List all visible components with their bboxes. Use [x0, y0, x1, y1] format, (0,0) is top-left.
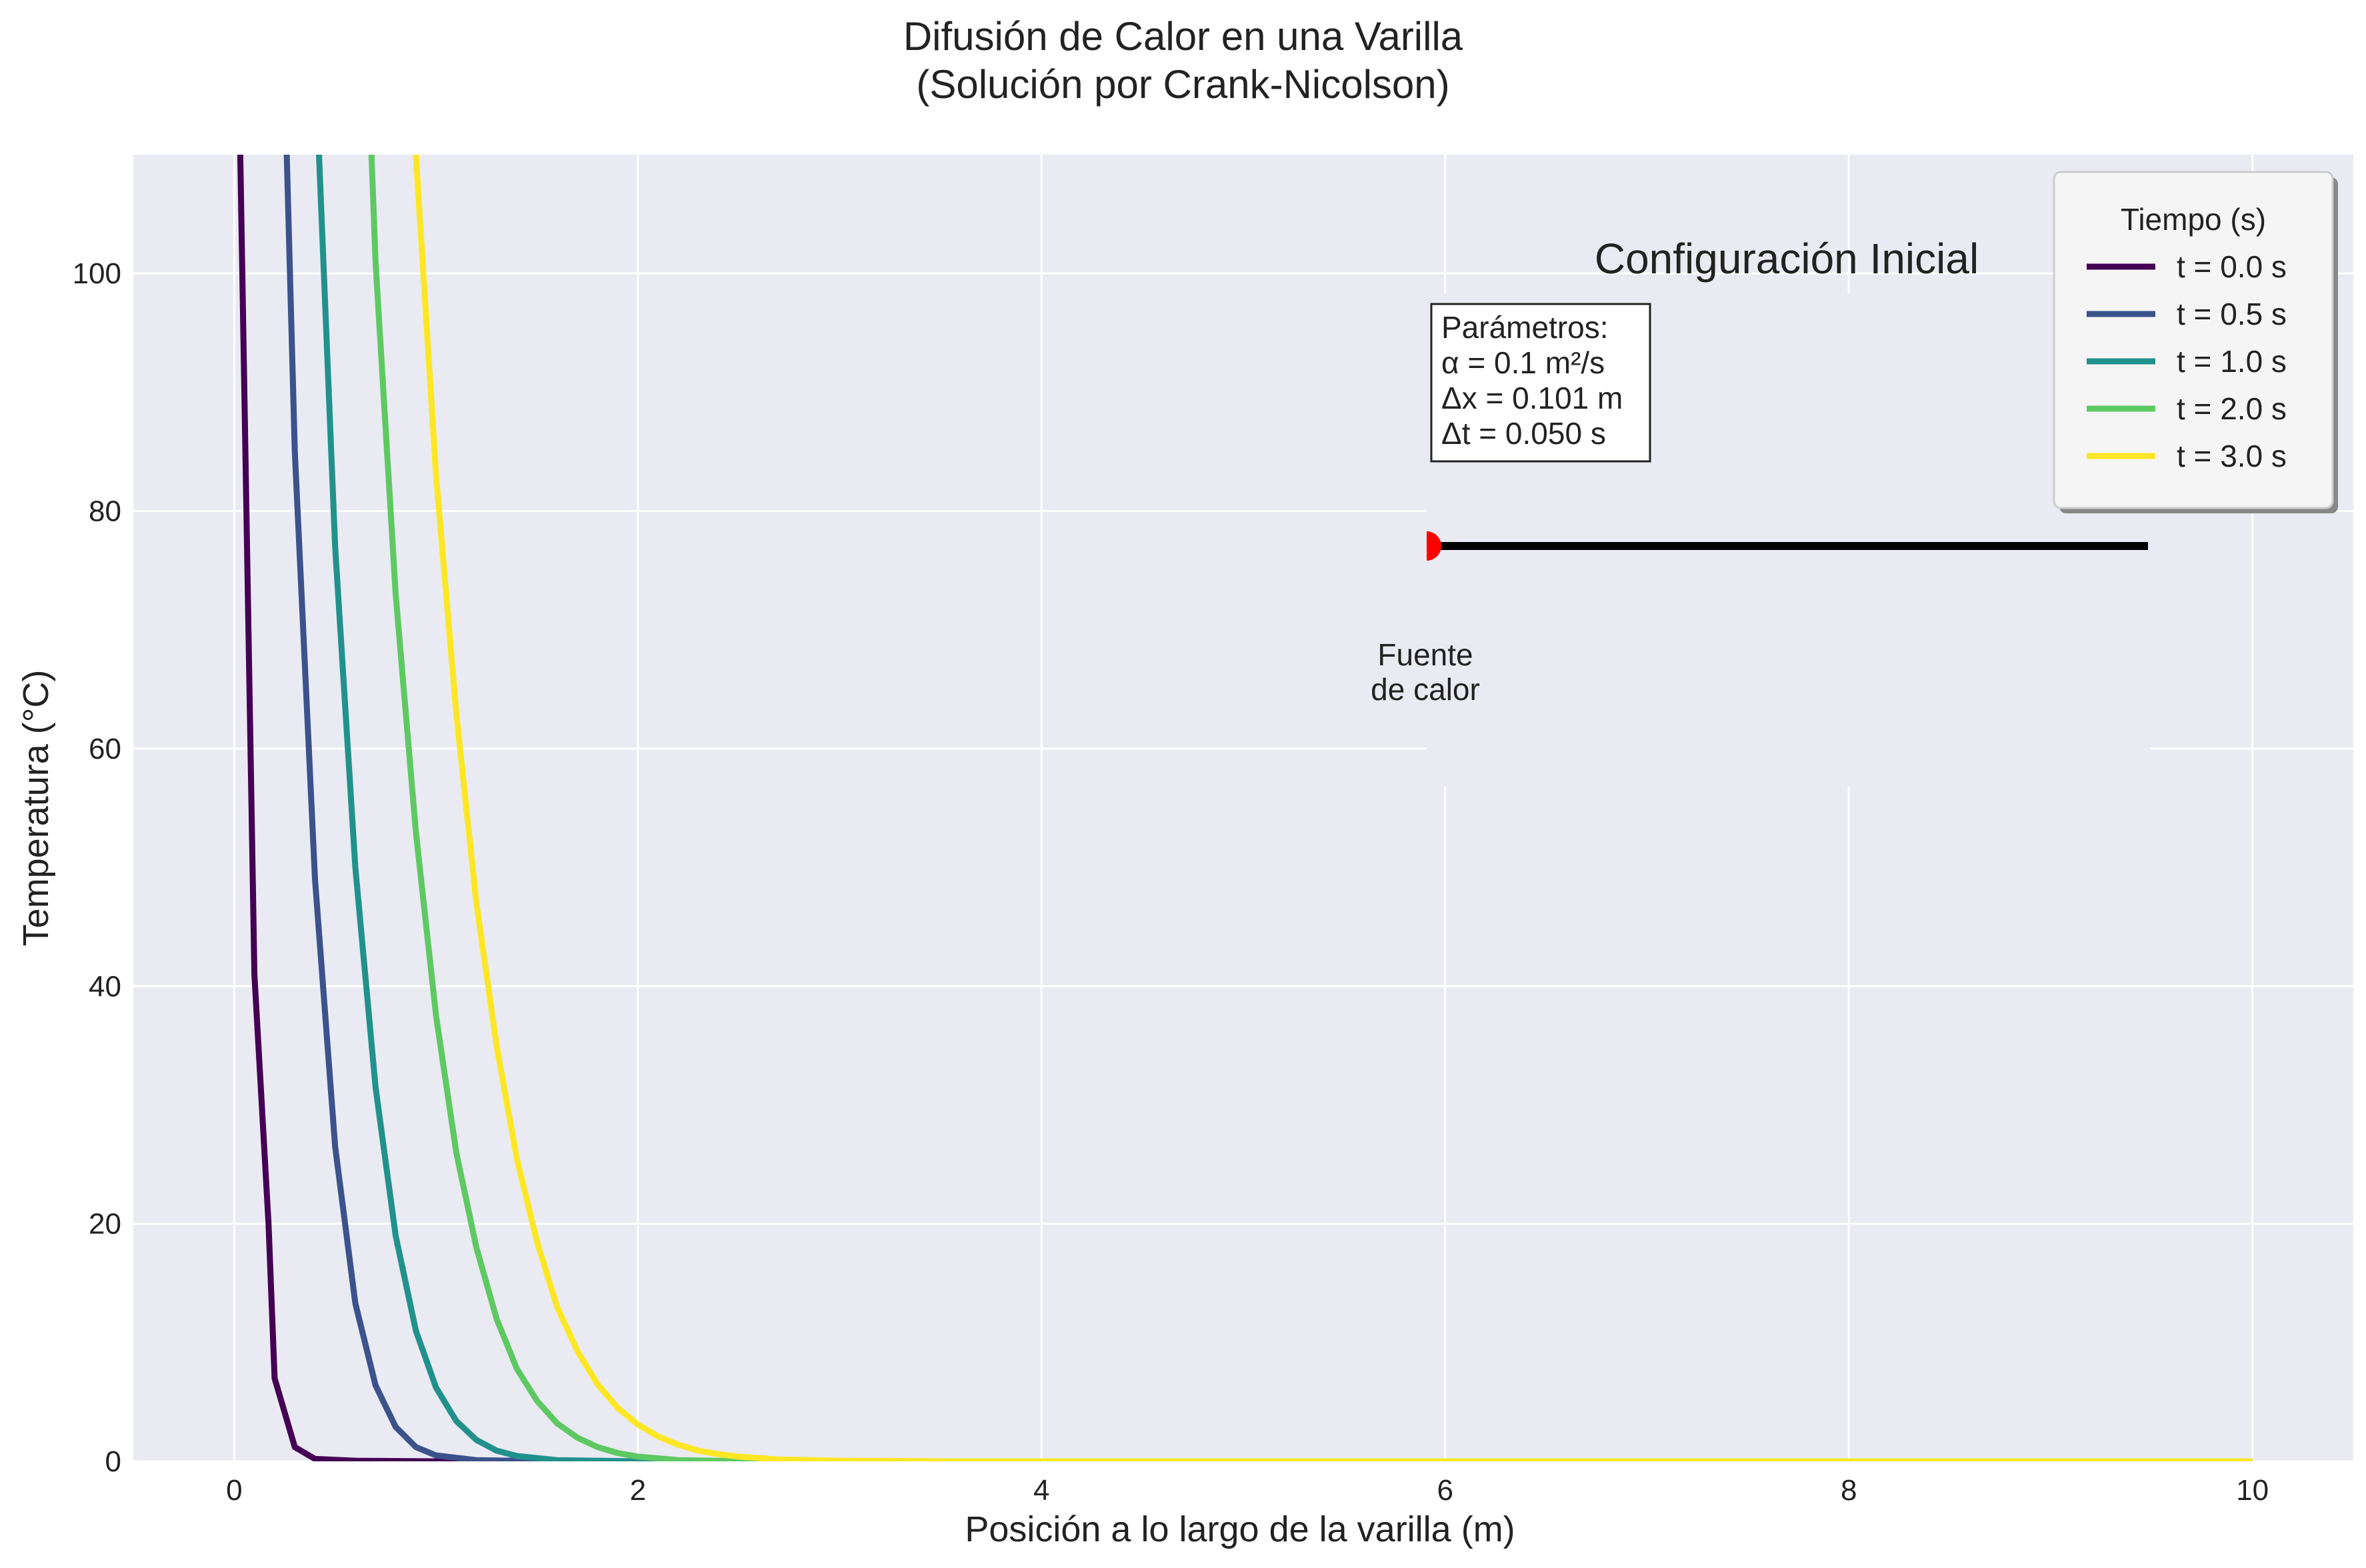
x-tick-label: 4 [1033, 1474, 1049, 1507]
heat-source-marker [1427, 531, 1441, 561]
x-tick-label: 0 [226, 1474, 242, 1507]
series-lines [237, 155, 2253, 1461]
series-line-3 [368, 155, 2253, 1461]
y-axis-label: Temperatura (°C) [16, 670, 56, 947]
params-dt: Δt = 0.050 s [1441, 416, 1606, 451]
y-tick-label: 100 [73, 257, 121, 290]
x-tick-label: 2 [630, 1474, 646, 1507]
params-heading: Parámetros: [1441, 310, 1609, 345]
y-tick-label: 60 [89, 733, 121, 765]
grid [133, 155, 2353, 1463]
chart-title: Difusión de Calor en una Varilla [903, 14, 1463, 59]
heat-source-label-line1: Fuente [1377, 637, 1473, 672]
series-line-0 [237, 155, 2253, 1461]
legend-label-0: t = 0.0 s [2177, 249, 2287, 284]
legend-label-1: t = 0.5 s [2177, 297, 2287, 331]
initial-configuration-inset: Configuración Inicial Parámetros: α = 0.… [1371, 235, 2150, 787]
chart-subtitle: (Solución por Crank-Nicolson) [916, 62, 1450, 107]
legend-label-4: t = 3.0 s [2177, 439, 2287, 473]
series-line-4 [413, 155, 2253, 1461]
y-tick-label: 20 [89, 1208, 121, 1241]
params-dx: Δx = 0.101 m [1441, 381, 1623, 415]
legend-label-3: t = 2.0 s [2177, 391, 2287, 426]
parameters-box [1430, 303, 1651, 463]
x-tick-label: 10 [2236, 1474, 2269, 1507]
legend-box [2053, 171, 2334, 509]
legend-title: Tiempo (s) [2121, 202, 2266, 237]
y-tick-label: 40 [89, 970, 121, 1003]
y-tick-label: 80 [89, 495, 121, 528]
heat-source-label-line2: de calor [1371, 672, 1480, 707]
inset-title: Configuración Inicial [1595, 235, 1979, 283]
series-line-2 [316, 155, 2253, 1461]
x-tick-label: 8 [1841, 1474, 1857, 1507]
legend: Tiempo (s) t = 0.0 s t = 0.5 s t = 1.0 s t … [2053, 171, 2338, 513]
params-alpha: α = 0.1 m²/s [1441, 345, 1605, 380]
x-axis-label: Posición a lo largo de la varilla (m) [965, 1509, 1515, 1549]
y-tick-label: 0 [105, 1445, 121, 1478]
series-line-1 [283, 155, 2253, 1461]
x-tick-label: 6 [1437, 1474, 1453, 1507]
legend-label-2: t = 1.0 s [2177, 344, 2287, 379]
